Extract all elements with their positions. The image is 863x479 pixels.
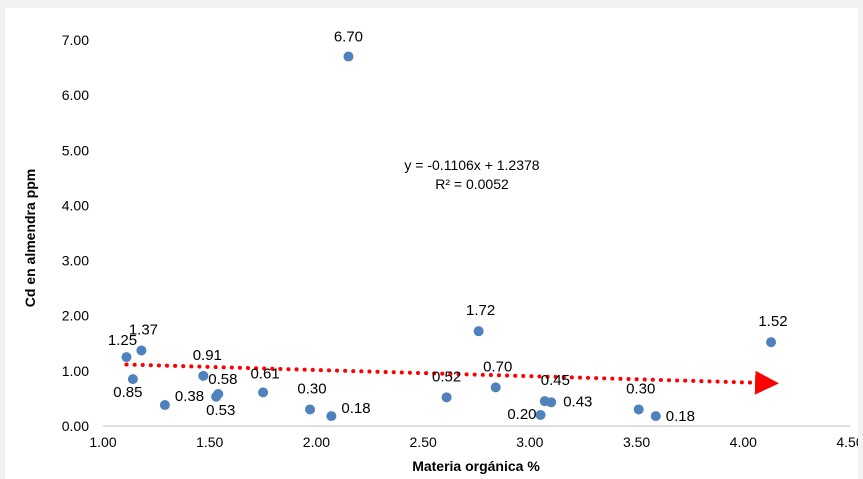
x-tick-label: 4.00 bbox=[730, 434, 757, 450]
data-label: 1.52 bbox=[758, 313, 787, 330]
data-point bbox=[121, 352, 132, 363]
x-tick-label: 3.50 bbox=[623, 434, 650, 450]
y-axis-title: Cd en almendra ppm bbox=[22, 169, 38, 307]
y-tick-label: 7.00 bbox=[62, 32, 89, 48]
data-label: 0.61 bbox=[250, 365, 279, 382]
data-label: 0.85 bbox=[113, 384, 142, 401]
data-label: 0.52 bbox=[432, 368, 461, 385]
data-point bbox=[490, 382, 501, 393]
data-point bbox=[535, 409, 546, 420]
y-tick-label: 6.00 bbox=[62, 87, 89, 103]
x-tick-label: 4.50 bbox=[836, 434, 858, 450]
data-label: 0.91 bbox=[193, 347, 222, 364]
data-label: 0.30 bbox=[297, 380, 326, 397]
data-point bbox=[258, 387, 269, 398]
data-label: 1.25 bbox=[108, 332, 137, 349]
trend-r-squared: R² = 0.0052 bbox=[435, 176, 509, 192]
x-tick-label: 3.00 bbox=[516, 434, 543, 450]
data-point bbox=[473, 326, 484, 337]
data-label: 0.20 bbox=[507, 406, 536, 423]
data-point bbox=[343, 51, 354, 62]
data-point bbox=[441, 392, 452, 403]
y-tick-label: 2.00 bbox=[62, 308, 89, 324]
x-axis-title: Materia orgánica % bbox=[412, 458, 540, 474]
y-tick-label: 3.00 bbox=[62, 253, 89, 269]
y-tick-label: 4.00 bbox=[62, 197, 89, 213]
y-tick-label: 1.00 bbox=[62, 363, 89, 379]
data-point bbox=[136, 345, 147, 356]
data-point bbox=[305, 404, 316, 415]
x-tick-label: 1.50 bbox=[196, 434, 223, 450]
data-point bbox=[198, 370, 209, 381]
chart-panel: 1.001.502.002.503.003.504.004.50 0.001.0… bbox=[5, 8, 858, 479]
data-label: 0.58 bbox=[208, 371, 237, 388]
x-tick-label: 2.00 bbox=[303, 434, 330, 450]
data-point bbox=[633, 404, 644, 415]
data-label: 0.43 bbox=[563, 393, 592, 410]
data-label: 1.37 bbox=[129, 321, 158, 338]
data-label: 0.30 bbox=[626, 380, 655, 397]
data-point bbox=[127, 374, 138, 385]
trend-equation: y = -0.1106x + 1.2378 bbox=[404, 157, 539, 173]
data-label: 0.45 bbox=[541, 372, 570, 389]
data-point bbox=[326, 411, 337, 422]
y-tick-label: 5.00 bbox=[62, 142, 89, 158]
trendline bbox=[124, 362, 780, 395]
data-point bbox=[650, 411, 661, 422]
data-point bbox=[211, 391, 222, 402]
y-tick-label: 0.00 bbox=[62, 418, 89, 434]
data-label: 0.53 bbox=[206, 402, 235, 419]
data-point bbox=[159, 400, 170, 411]
data-label: 0.38 bbox=[175, 388, 204, 405]
data-label: 0.70 bbox=[483, 358, 512, 375]
x-tick-label: 1.00 bbox=[89, 434, 116, 450]
x-tick-label: 2.50 bbox=[410, 434, 437, 450]
data-label: 0.18 bbox=[666, 408, 695, 425]
data-label: 6.70 bbox=[334, 29, 363, 46]
scatter-chart: 1.001.502.002.503.003.504.004.50 0.001.0… bbox=[22, 29, 858, 474]
data-point bbox=[766, 337, 777, 348]
data-label: 1.72 bbox=[466, 302, 495, 319]
data-label: 0.18 bbox=[341, 400, 370, 417]
data-point bbox=[546, 397, 557, 408]
